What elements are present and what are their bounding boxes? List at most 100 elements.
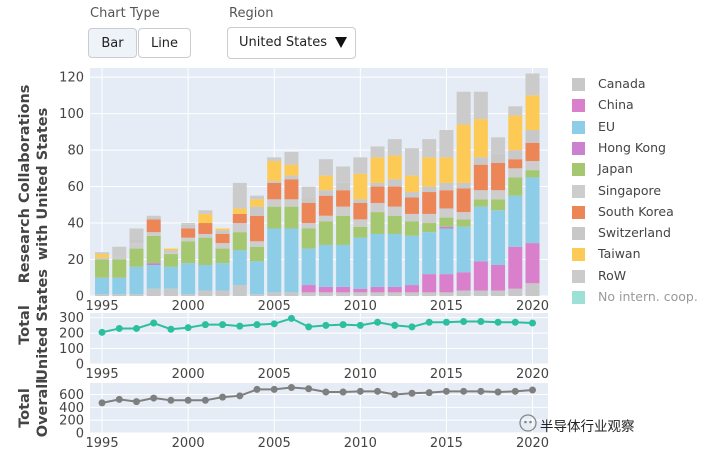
bar-segment-eu[interactable] <box>404 235 419 286</box>
total-overall-point[interactable] <box>98 399 106 407</box>
bar-segment-taiwan[interactable] <box>198 213 213 224</box>
total-us-point[interactable] <box>425 318 433 326</box>
region-select[interactable]: United States <box>227 27 356 59</box>
bar-segment-eu[interactable] <box>473 206 488 262</box>
bar-segment-row[interactable] <box>387 139 402 156</box>
bar-segment-eu[interactable] <box>146 264 161 289</box>
bar-segment-japan[interactable] <box>473 199 488 207</box>
bar-segment-china[interactable] <box>301 285 316 293</box>
total-overall-point[interactable] <box>425 389 433 397</box>
bar-segment-china[interactable] <box>473 261 488 291</box>
bar-segment-row[interactable] <box>439 130 454 158</box>
bar-segment-taiwan[interactable] <box>163 248 178 251</box>
total-us-point[interactable] <box>356 321 364 329</box>
bar-segment-japan[interactable] <box>336 215 351 245</box>
total-overall-point[interactable] <box>219 393 227 401</box>
bar-segment-eu[interactable] <box>456 226 471 273</box>
bar-segment-switzerland[interactable] <box>146 217 161 220</box>
bar-segment-south-korea[interactable] <box>439 190 454 209</box>
bar-segment-japan[interactable] <box>181 241 196 264</box>
bar-segment-singapore[interactable] <box>129 243 144 249</box>
bar-segment-switzerland[interactable] <box>508 150 523 160</box>
bar-segment-eu[interactable] <box>250 261 265 295</box>
bar-segment-eu[interactable] <box>301 248 316 286</box>
bar-segment-japan[interactable] <box>318 221 333 245</box>
total-overall-point[interactable] <box>253 385 261 393</box>
bar-segment-japan[interactable] <box>387 215 402 234</box>
bar-segment-china[interactable] <box>318 286 333 293</box>
bar-segment-eu[interactable] <box>370 233 385 287</box>
total-overall-point[interactable] <box>305 385 313 393</box>
bar-segment-eu[interactable] <box>525 177 540 244</box>
bar-segment-south-korea[interactable] <box>473 164 488 191</box>
bar-segment-canada[interactable] <box>198 290 213 296</box>
bar-segment-japan[interactable] <box>525 170 540 178</box>
total-overall-point[interactable] <box>339 388 347 396</box>
bar-segment-japan[interactable] <box>284 206 299 229</box>
bar-segment-south-korea[interactable] <box>387 186 402 207</box>
bar-segment-eu[interactable] <box>267 228 282 293</box>
total-overall-point[interactable] <box>201 396 209 404</box>
total-us-point[interactable] <box>253 321 261 329</box>
total-us-point[interactable] <box>339 321 347 329</box>
bar-segment-eu[interactable] <box>422 232 437 275</box>
bar-segment-hong-kong[interactable] <box>146 263 161 265</box>
total-us-point[interactable] <box>201 321 209 329</box>
bar-segment-china[interactable] <box>439 274 454 293</box>
bar-segment-canada[interactable] <box>267 292 282 296</box>
bar-segment-japan[interactable] <box>439 217 454 227</box>
total-us-point[interactable] <box>477 318 485 325</box>
bar-segment-japan[interactable] <box>215 248 230 264</box>
bar-segment-singapore[interactable] <box>491 190 506 200</box>
bar-segment-china[interactable] <box>336 286 351 293</box>
bar-segment-japan[interactable] <box>198 237 213 265</box>
bar-segment-canada[interactable] <box>422 292 437 296</box>
total-us-point[interactable] <box>442 318 450 326</box>
bar-segment-japan[interactable] <box>370 212 385 234</box>
total-us-point[interactable] <box>219 321 227 329</box>
bar-segment-canada[interactable] <box>232 285 247 296</box>
bar-segment-singapore[interactable] <box>267 199 282 207</box>
total-us-point[interactable] <box>132 324 140 332</box>
total-overall-point[interactable] <box>287 383 295 391</box>
bar-segment-canada[interactable] <box>370 292 385 296</box>
bar-segment-canada[interactable] <box>301 292 316 296</box>
bar-segment-south-korea[interactable] <box>284 179 299 200</box>
bar-segment-row[interactable] <box>284 151 299 165</box>
bar-segment-taiwan[interactable] <box>456 124 471 183</box>
bar-segment-eu[interactable] <box>95 277 110 295</box>
bar-segment-canada[interactable] <box>456 290 471 296</box>
line-button[interactable]: Line <box>138 28 191 58</box>
bar-segment-row[interactable] <box>232 182 247 209</box>
total-us-point[interactable] <box>529 319 537 327</box>
bar-segment-eu[interactable] <box>508 195 523 247</box>
bar-segment-hong-kong[interactable] <box>439 226 454 229</box>
bar-segment-japan[interactable] <box>163 254 178 267</box>
bar-segment-south-korea[interactable] <box>146 219 161 233</box>
bar-segment-eu[interactable] <box>215 263 230 291</box>
bar-segment-canada[interactable] <box>336 292 351 296</box>
total-us-point[interactable] <box>408 323 416 331</box>
total-overall-point[interactable] <box>511 387 519 395</box>
bar-segment-south-korea[interactable] <box>318 195 333 216</box>
bar-segment-switzerland[interactable] <box>181 224 196 229</box>
bar-segment-switzerland[interactable] <box>163 250 178 253</box>
bar-segment-singapore[interactable] <box>163 252 178 255</box>
bar-button[interactable]: Bar <box>88 28 137 58</box>
bar-segment-row[interactable] <box>473 91 488 120</box>
bar-segment-switzerland[interactable] <box>473 157 488 165</box>
bar-segment-eu[interactable] <box>353 237 368 289</box>
bar-segment-canada[interactable] <box>215 290 230 296</box>
bar-segment-singapore[interactable] <box>112 255 127 260</box>
bar-segment-singapore[interactable] <box>318 215 333 222</box>
bar-segment-canada[interactable] <box>404 292 419 296</box>
total-us-point[interactable] <box>494 318 502 326</box>
bar-segment-switzerland[interactable] <box>215 230 230 234</box>
bar-segment-eu[interactable] <box>439 228 454 275</box>
bar-segment-canada[interactable] <box>163 288 178 296</box>
total-overall-point[interactable] <box>270 385 278 393</box>
bar-segment-singapore[interactable] <box>301 223 316 229</box>
bar-segment-eu[interactable] <box>163 266 178 289</box>
bar-segment-singapore[interactable] <box>232 223 247 233</box>
bar-segment-row[interactable] <box>250 195 265 200</box>
